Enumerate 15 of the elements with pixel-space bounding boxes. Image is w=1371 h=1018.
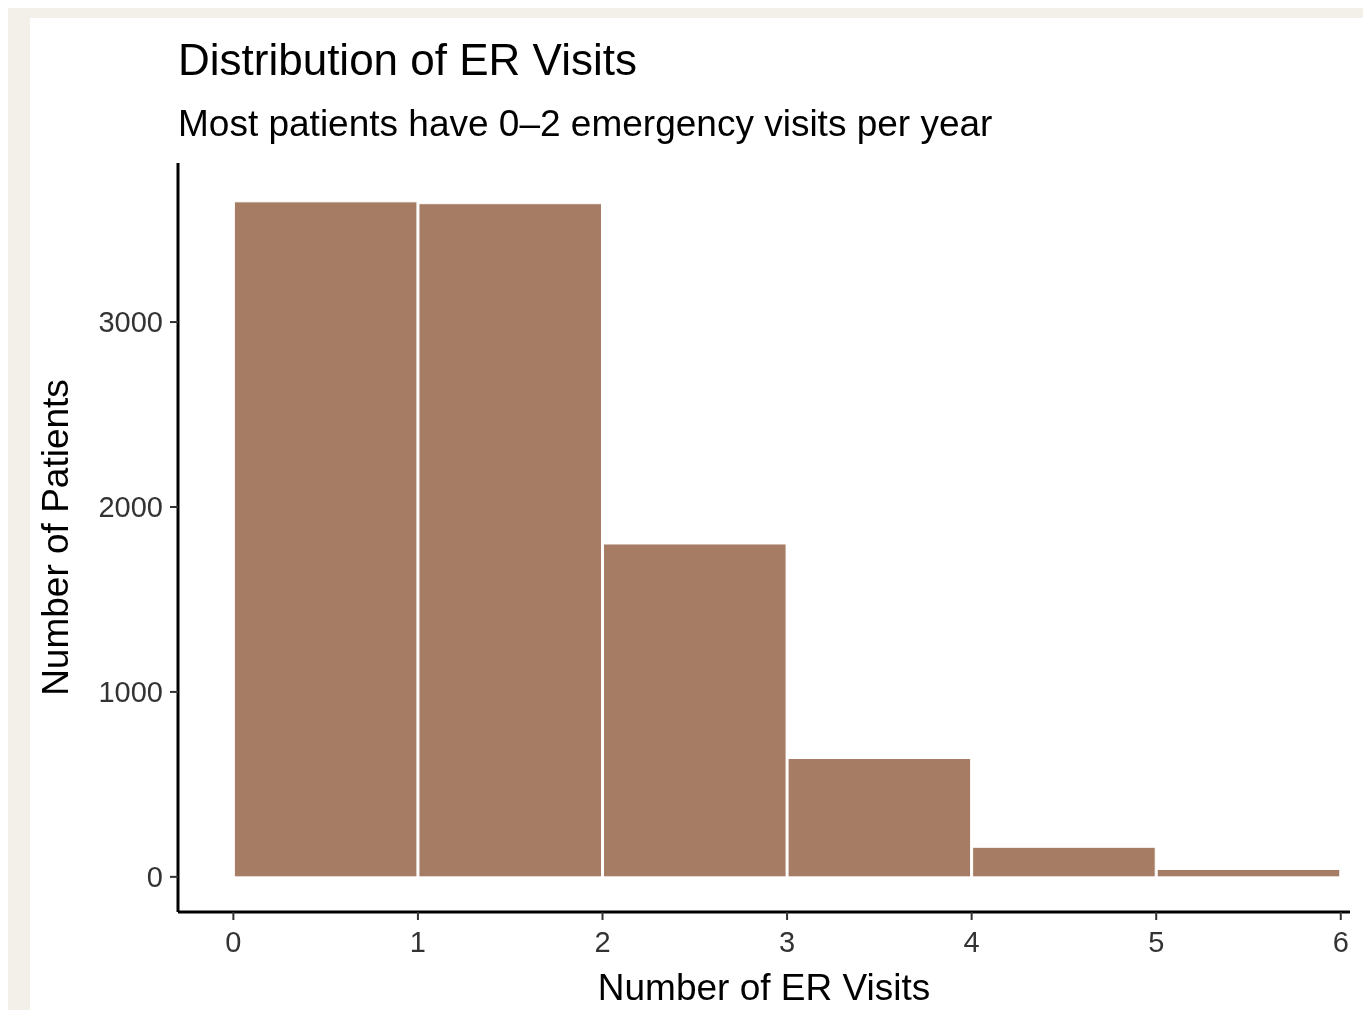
x-tick-label: 5 xyxy=(1148,926,1165,958)
x-tick-label: 4 xyxy=(963,926,980,958)
chart-subtitle: Most patients have 0–2 emergency visits per year xyxy=(178,103,993,144)
y-axis-title: Number of Patients xyxy=(35,379,76,696)
x-tick-label: 0 xyxy=(225,926,242,958)
x-tick-label: 2 xyxy=(594,926,611,958)
y-tick-label: 0 xyxy=(146,861,163,894)
x-tick-label: 1 xyxy=(409,926,427,958)
x-tick-label: 6 xyxy=(1332,926,1349,958)
chart-title: Distribution of ER Visits xyxy=(178,35,637,84)
y-tick-label: 3000 xyxy=(98,306,163,339)
y-tick-label: 2000 xyxy=(98,491,163,524)
x-axis-title: Number of ER Visits xyxy=(597,967,931,1008)
x-tick-label: 3 xyxy=(779,926,796,958)
y-tick-label: 1000 xyxy=(98,676,163,709)
